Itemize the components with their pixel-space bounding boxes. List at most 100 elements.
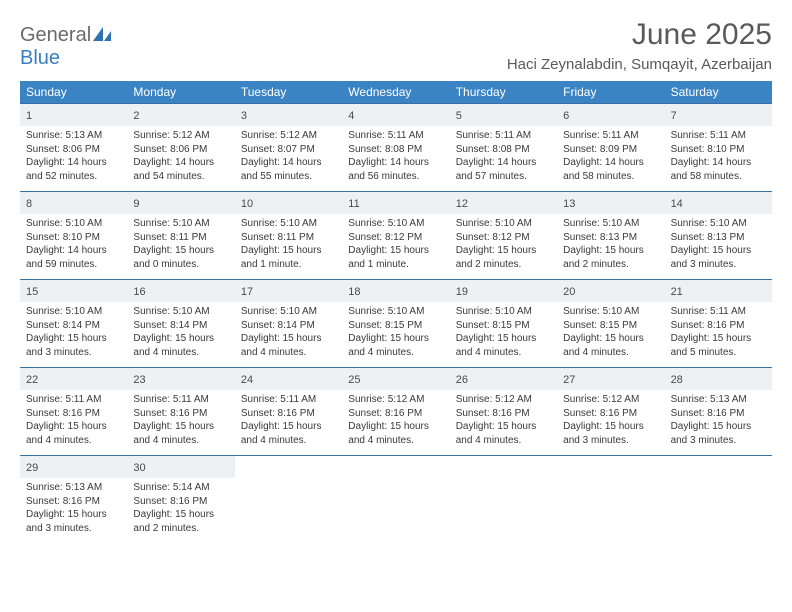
day-cell: 4Sunrise: 5:11 AMSunset: 8:08 PMDaylight… — [342, 104, 449, 191]
sunrise-line: Sunrise: 5:11 AM — [133, 393, 228, 407]
weekday-header-row: Sunday Monday Tuesday Wednesday Thursday… — [20, 81, 772, 103]
daylight-line: Daylight: 15 hours and 2 minutes. — [133, 508, 228, 535]
daylight-line: Daylight: 15 hours and 3 minutes. — [26, 332, 121, 359]
day-number: 20 — [563, 286, 575, 298]
day-number: 7 — [671, 110, 677, 122]
day-number-bar: 20 — [557, 280, 664, 302]
daylight-line: Daylight: 15 hours and 4 minutes. — [348, 332, 443, 359]
day-number-bar: 11 — [342, 192, 449, 214]
day-number: 5 — [456, 110, 462, 122]
day-cell: 10 Sunrise: 5:10 AMSunset: 8:11 PMDayligh… — [235, 192, 342, 279]
daylight-line: Daylight: 15 hours and 4 minutes. — [133, 332, 228, 359]
daylight-line: Daylight: 15 hours and 1 minute. — [241, 244, 336, 271]
day-cell: 13Sunrise: 5:10 AMSunset: 8:13 PMDayligh… — [557, 192, 664, 279]
day-number: 30 — [133, 462, 145, 474]
day-number-bar: 23 — [127, 368, 234, 390]
sunrise-line: Sunrise: 5:11 AM — [563, 129, 658, 143]
weekday-header: Monday — [127, 81, 234, 103]
sunrise-line: Sunrise: 5:12 AM — [563, 393, 658, 407]
weekday-header: Thursday — [450, 81, 557, 103]
day-number: 29 — [26, 462, 38, 474]
day-cell: 25Sunrise: 5:12 AMSunset: 8:16 PMDayligh… — [342, 368, 449, 455]
daylight-line: Daylight: 15 hours and 0 minutes. — [133, 244, 228, 271]
day-cell: 17Sunrise: 5:10 AMSunset: 8:14 PMDayligh… — [235, 280, 342, 367]
day-cell: 15Sunrise: 5:10 AMSunset: 8:14 PMDayligh… — [20, 280, 127, 367]
brand-text-2: Blue — [20, 47, 60, 69]
daylight-line: Daylight: 15 hours and 4 minutes. — [456, 420, 551, 447]
day-number: 10 — [241, 198, 253, 210]
sunset-line: Sunset: 8:08 PM — [456, 143, 551, 157]
daylight-line: Daylight: 14 hours and 55 minutes. — [241, 156, 336, 183]
weekday-header: Wednesday — [342, 81, 449, 103]
header: General Blue June 2025 Haci Zeynalabdin,… — [20, 18, 772, 73]
day-number: 2 — [133, 110, 139, 122]
sunset-line: Sunset: 8:11 PM — [241, 231, 336, 245]
day-number: 18 — [348, 286, 360, 298]
sunset-line: Sunset: 8:13 PM — [671, 231, 766, 245]
week-row: 1Sunrise: 5:13 AMSunset: 8:06 PMDaylight… — [20, 103, 772, 191]
sunrise-line: Sunrise: 5:13 AM — [26, 481, 121, 495]
day-number-bar: 21 — [665, 280, 772, 302]
sunset-line: Sunset: 8:06 PM — [26, 143, 121, 157]
sunset-line: Sunset: 8:14 PM — [133, 319, 228, 333]
page: General Blue June 2025 Haci Zeynalabdin,… — [0, 0, 792, 543]
day-cell: 3 Sunrise: 5:12 AMSunset: 8:07 PMDaylight… — [235, 104, 342, 191]
sunrise-line: Sunrise: 5:11 AM — [456, 129, 551, 143]
sunrise-line: Sunrise: 5:14 AM — [133, 481, 228, 495]
sunset-line: Sunset: 8:15 PM — [563, 319, 658, 333]
week-row: 29Sunrise: 5:13 AMSunset: 8:16 PMDayligh… — [20, 455, 772, 543]
sunrise-line: Sunrise: 5:12 AM — [348, 393, 443, 407]
day-number-bar: 9 — [127, 192, 234, 214]
day-number-bar: 22 — [20, 368, 127, 390]
day-number-bar: 7 — [665, 104, 772, 126]
daylight-line: Daylight: 14 hours and 58 minutes. — [563, 156, 658, 183]
sunset-line: Sunset: 8:12 PM — [456, 231, 551, 245]
day-number: 3 — [241, 110, 247, 122]
sunrise-line: Sunrise: 5:10 AM — [456, 217, 551, 231]
day-cell: 28Sunrise: 5:13 AMSunset: 8:16 PMDayligh… — [665, 368, 772, 455]
day-cell: 2Sunrise: 5:12 AMSunset: 8:06 PMDaylight… — [127, 104, 234, 191]
day-cell: 30Sunrise: 5:14 AMSunset: 8:16 PMDayligh… — [127, 456, 234, 543]
day-cell: 8Sunrise: 5:10 AMSunset: 8:10 PMDaylight… — [20, 192, 127, 279]
sunset-line: Sunset: 8:10 PM — [26, 231, 121, 245]
brand-logo: General Blue — [20, 18, 111, 70]
sunrise-line: Sunrise: 5:10 AM — [241, 305, 336, 319]
sunrise-line: Sunrise: 5:12 AM — [241, 129, 336, 143]
sunset-line: Sunset: 8:07 PM — [241, 143, 336, 157]
day-number: 28 — [671, 374, 683, 386]
day-number-bar: 28 — [665, 368, 772, 390]
sunrise-line: Sunrise: 5:10 AM — [563, 305, 658, 319]
daylight-line: Daylight: 14 hours and 56 minutes. — [348, 156, 443, 183]
sunset-line: Sunset: 8:06 PM — [133, 143, 228, 157]
day-number: 12 — [456, 198, 468, 210]
sunset-line: Sunset: 8:12 PM — [348, 231, 443, 245]
day-number: 14 — [671, 198, 683, 210]
sunrise-line: Sunrise: 5:11 AM — [348, 129, 443, 143]
sunset-line: Sunset: 8:16 PM — [563, 407, 658, 421]
day-number: 4 — [348, 110, 354, 122]
daylight-line: Daylight: 15 hours and 2 minutes. — [563, 244, 658, 271]
day-number-bar: 25 — [342, 368, 449, 390]
sunrise-line: Sunrise: 5:10 AM — [348, 217, 443, 231]
day-number: 24 — [241, 374, 253, 386]
sunset-line: Sunset: 8:16 PM — [133, 407, 228, 421]
day-number: 17 — [241, 286, 253, 298]
sunrise-line: Sunrise: 5:10 AM — [241, 217, 336, 231]
sunset-line: Sunset: 8:11 PM — [133, 231, 228, 245]
day-number-bar: 6 — [557, 104, 664, 126]
logo-text: General Blue — [20, 24, 111, 70]
day-number-bar: 30 — [127, 456, 234, 478]
sunrise-line: Sunrise: 5:12 AM — [456, 393, 551, 407]
daylight-line: Daylight: 15 hours and 3 minutes. — [26, 508, 121, 535]
day-number: 16 — [133, 286, 145, 298]
day-number: 27 — [563, 374, 575, 386]
week-row: 8Sunrise: 5:10 AMSunset: 8:10 PMDaylight… — [20, 191, 772, 279]
day-cell — [665, 456, 772, 543]
day-cell: 12Sunrise: 5:10 AMSunset: 8:12 PMDayligh… — [450, 192, 557, 279]
day-cell: 27Sunrise: 5:12 AMSunset: 8:16 PMDayligh… — [557, 368, 664, 455]
weekday-header: Saturday — [665, 81, 772, 103]
day-cell: 5Sunrise: 5:11 AMSunset: 8:08 PMDaylight… — [450, 104, 557, 191]
calendar-body: 1Sunrise: 5:13 AMSunset: 8:06 PMDaylight… — [20, 103, 772, 543]
day-number-bar: 16 — [127, 280, 234, 302]
day-number: 21 — [671, 286, 683, 298]
